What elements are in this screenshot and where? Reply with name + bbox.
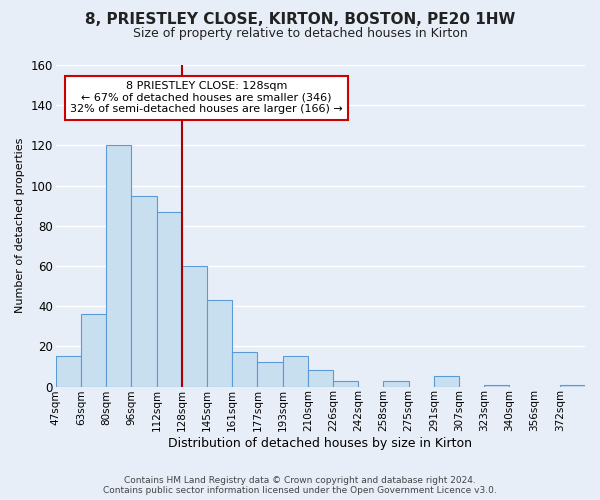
- Text: Contains HM Land Registry data © Crown copyright and database right 2024.
Contai: Contains HM Land Registry data © Crown c…: [103, 476, 497, 495]
- Bar: [207, 300, 232, 386]
- Bar: [383, 380, 409, 386]
- Bar: [308, 370, 333, 386]
- Bar: [106, 146, 131, 386]
- Bar: [131, 196, 157, 386]
- Bar: [283, 356, 308, 386]
- Bar: [182, 266, 207, 386]
- Text: 8 PRIESTLEY CLOSE: 128sqm
← 67% of detached houses are smaller (346)
32% of semi: 8 PRIESTLEY CLOSE: 128sqm ← 67% of detac…: [70, 81, 343, 114]
- Bar: [257, 362, 283, 386]
- Bar: [484, 384, 509, 386]
- Text: Size of property relative to detached houses in Kirton: Size of property relative to detached ho…: [133, 28, 467, 40]
- Bar: [56, 356, 81, 386]
- Text: 8, PRIESTLEY CLOSE, KIRTON, BOSTON, PE20 1HW: 8, PRIESTLEY CLOSE, KIRTON, BOSTON, PE20…: [85, 12, 515, 28]
- Bar: [333, 380, 358, 386]
- Bar: [434, 376, 459, 386]
- Bar: [157, 212, 182, 386]
- X-axis label: Distribution of detached houses by size in Kirton: Distribution of detached houses by size …: [169, 437, 472, 450]
- Bar: [560, 384, 585, 386]
- Y-axis label: Number of detached properties: Number of detached properties: [15, 138, 25, 314]
- Bar: [81, 314, 106, 386]
- Bar: [232, 352, 257, 386]
